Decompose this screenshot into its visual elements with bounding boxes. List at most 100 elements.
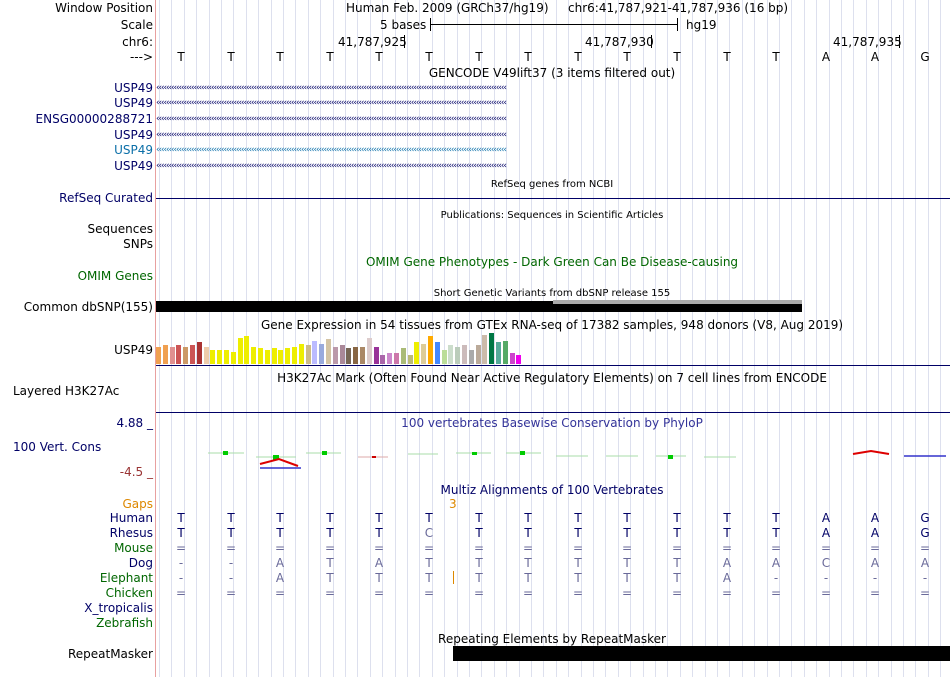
gtex-tissue-bar[interactable] bbox=[230, 352, 236, 364]
gtex-tissue-bar[interactable] bbox=[441, 350, 447, 364]
gencode-transcript-row[interactable]: ‹‹‹‹‹‹‹‹‹‹‹‹‹‹‹‹‹‹‹‹‹‹‹‹‹‹‹‹‹‹‹‹‹‹‹‹‹‹‹‹… bbox=[156, 161, 507, 171]
sequence-base: T bbox=[623, 50, 631, 64]
publications-snps-label[interactable]: SNPs bbox=[123, 237, 153, 251]
species-label[interactable]: Zebrafish bbox=[96, 616, 153, 630]
gtex-tissue-bar[interactable] bbox=[264, 350, 270, 364]
gtex-tissue-bar[interactable] bbox=[387, 353, 393, 364]
h3k27ac-track-label[interactable]: Layered H3K27Ac bbox=[13, 384, 120, 398]
alignment-base: = bbox=[621, 541, 633, 555]
gtex-tissue-bar[interactable] bbox=[475, 345, 481, 364]
gtex-tissue-bar[interactable] bbox=[176, 345, 182, 364]
gtex-tissue-bar[interactable] bbox=[332, 347, 338, 364]
gtex-tissue-bar[interactable] bbox=[224, 350, 229, 364]
gtex-tissue-bar[interactable] bbox=[244, 336, 250, 364]
gtex-tissue-bar[interactable] bbox=[394, 353, 399, 364]
gtex-tissue-bar[interactable] bbox=[496, 342, 501, 364]
gencode-transcript-row[interactable]: ‹‹‹‹‹‹‹‹‹‹‹‹‹‹‹‹‹‹‹‹‹‹‹‹‹‹‹‹‹‹‹‹‹‹‹‹‹‹‹‹… bbox=[156, 98, 507, 108]
gtex-tissue-bar[interactable] bbox=[237, 338, 243, 364]
gtex-tissue-bar[interactable] bbox=[190, 345, 195, 364]
gtex-tissue-bar[interactable] bbox=[305, 345, 311, 364]
gtex-tissue-bar[interactable] bbox=[285, 348, 291, 364]
gtex-tissue-bar[interactable] bbox=[183, 347, 189, 364]
gtex-tissue-bar[interactable] bbox=[292, 347, 297, 364]
gtex-tissue-bar[interactable] bbox=[360, 347, 365, 364]
species-label[interactable]: Chicken bbox=[105, 586, 153, 600]
gtex-tissue-bar[interactable] bbox=[278, 350, 284, 364]
track-label-column: Window Position Scale chr6: ---> USP49 U… bbox=[0, 0, 155, 677]
gtex-tissue-bar[interactable] bbox=[319, 344, 325, 364]
gtex-tissue-bar[interactable] bbox=[156, 347, 161, 364]
gencode-track-label-5[interactable]: USP49 bbox=[114, 143, 153, 157]
gtex-tissue-bar[interactable] bbox=[312, 341, 318, 364]
phylop-graph[interactable] bbox=[156, 440, 950, 475]
publications-sequences-label[interactable]: Sequences bbox=[87, 222, 153, 236]
gencode-track-label-3[interactable]: ENSG00000288721 bbox=[35, 112, 153, 126]
gtex-tissue-bar[interactable] bbox=[468, 350, 474, 364]
gtex-tissue-bar[interactable] bbox=[380, 355, 386, 364]
refseq-track-label[interactable]: RefSeq Curated bbox=[59, 191, 153, 205]
gencode-transcript-row[interactable]: ‹‹‹‹‹‹‹‹‹‹‹‹‹‹‹‹‹‹‹‹‹‹‹‹‹‹‹‹‹‹‹‹‹‹‹‹‹‹‹‹… bbox=[156, 130, 507, 140]
grid-line bbox=[209, 0, 210, 677]
gtex-bar-chart[interactable] bbox=[156, 332, 556, 364]
gtex-tissue-bar[interactable] bbox=[489, 333, 495, 364]
gencode-transcript-row[interactable]: ‹‹‹‹‹‹‹‹‹‹‹‹‹‹‹‹‹‹‹‹‹‹‹‹‹‹‹‹‹‹‹‹‹‹‹‹‹‹‹‹… bbox=[156, 145, 507, 155]
gtex-tissue-bar[interactable] bbox=[271, 348, 277, 364]
alignment-base: T bbox=[574, 556, 582, 570]
gtex-tissue-bar[interactable] bbox=[258, 348, 263, 364]
species-label[interactable]: Rhesus bbox=[109, 526, 153, 540]
gtex-tissue-bar[interactable] bbox=[421, 344, 427, 364]
track-data-area[interactable]: Human Feb. 2009 (GRCh37/hg19) chr6:41,78… bbox=[156, 0, 950, 677]
gtex-tissue-bar[interactable] bbox=[366, 338, 372, 364]
gtex-tissue-bar[interactable] bbox=[217, 350, 223, 364]
gtex-tissue-bar[interactable] bbox=[298, 344, 304, 364]
gtex-tissue-bar[interactable] bbox=[516, 355, 522, 364]
gtex-tissue-bar[interactable] bbox=[509, 353, 515, 364]
gtex-tissue-bar[interactable] bbox=[196, 342, 202, 364]
gencode-transcript-row[interactable]: ‹‹‹‹‹‹‹‹‹‹‹‹‹‹‹‹‹‹‹‹‹‹‹‹‹‹‹‹‹‹‹‹‹‹‹‹‹‹‹‹… bbox=[156, 83, 507, 93]
dbsnp-track-label[interactable]: Common dbSNP(155) bbox=[23, 300, 153, 314]
gtex-tissue-bar[interactable] bbox=[428, 336, 433, 364]
gencode-track-label-2[interactable]: USP49 bbox=[114, 96, 153, 110]
gtex-tissue-bar[interactable] bbox=[373, 347, 379, 364]
dbsnp-variant-gray[interactable] bbox=[553, 300, 802, 304]
gtex-tissue-bar[interactable] bbox=[203, 347, 209, 364]
gtex-tissue-bar[interactable] bbox=[414, 342, 420, 364]
gtex-tissue-bar[interactable] bbox=[251, 347, 257, 364]
species-label[interactable]: Human bbox=[109, 511, 153, 525]
species-label[interactable]: Elephant bbox=[99, 571, 153, 585]
gtex-tissue-bar[interactable] bbox=[162, 345, 168, 364]
gtex-tissue-bar[interactable] bbox=[339, 345, 345, 364]
refseq-track-line[interactable] bbox=[156, 198, 950, 199]
gencode-track-label-1[interactable]: USP49 bbox=[114, 81, 153, 95]
gencode-track-label-4[interactable]: USP49 bbox=[114, 128, 153, 142]
species-label[interactable]: Dog bbox=[128, 556, 153, 570]
publications-title: Publications: Sequences in Scientific Ar… bbox=[440, 210, 664, 221]
gtex-tissue-bar[interactable] bbox=[455, 347, 461, 364]
gtex-tissue-bar[interactable] bbox=[326, 339, 331, 364]
species-label[interactable]: X_tropicalis bbox=[84, 601, 153, 615]
strand-arrow-label: ---> bbox=[129, 50, 153, 64]
phylop-track-label[interactable]: 100 Vert. Cons bbox=[13, 440, 102, 454]
species-label[interactable]: Mouse bbox=[114, 541, 153, 555]
gencode-track-label-6[interactable]: USP49 bbox=[114, 159, 153, 173]
gtex-tissue-bar[interactable] bbox=[407, 355, 413, 364]
omim-track-label[interactable]: OMIM Genes bbox=[77, 269, 153, 283]
gtex-tissue-bar[interactable] bbox=[502, 341, 508, 364]
gtex-tissue-bar[interactable] bbox=[448, 345, 454, 364]
repeatmasker-track-label[interactable]: RepeatMasker bbox=[67, 647, 153, 661]
gtex-tissue-bar[interactable] bbox=[210, 350, 216, 364]
gtex-tissue-bar[interactable] bbox=[346, 348, 352, 364]
gtex-tissue-bar[interactable] bbox=[434, 342, 440, 364]
gtex-tissue-bar[interactable] bbox=[462, 345, 467, 364]
gtex-tissue-bar[interactable] bbox=[482, 335, 488, 364]
gencode-transcript-row[interactable]: ‹‹‹‹‹‹‹‹‹‹‹‹‹‹‹‹‹‹‹‹‹‹‹‹‹‹‹‹‹‹‹‹‹‹‹‹‹‹‹‹… bbox=[156, 114, 507, 124]
gtex-track-label[interactable]: USP49 bbox=[114, 343, 153, 357]
gtex-tissue-bar[interactable] bbox=[169, 347, 175, 364]
gtex-tissue-bar[interactable] bbox=[400, 348, 406, 364]
gtex-tissue-bar[interactable] bbox=[353, 347, 359, 364]
alignment-base: T bbox=[772, 511, 780, 525]
dbsnp-variant-bar[interactable] bbox=[156, 301, 802, 312]
alignment-base: = bbox=[820, 541, 832, 555]
repeatmasker-element-bar[interactable] bbox=[453, 646, 950, 661]
